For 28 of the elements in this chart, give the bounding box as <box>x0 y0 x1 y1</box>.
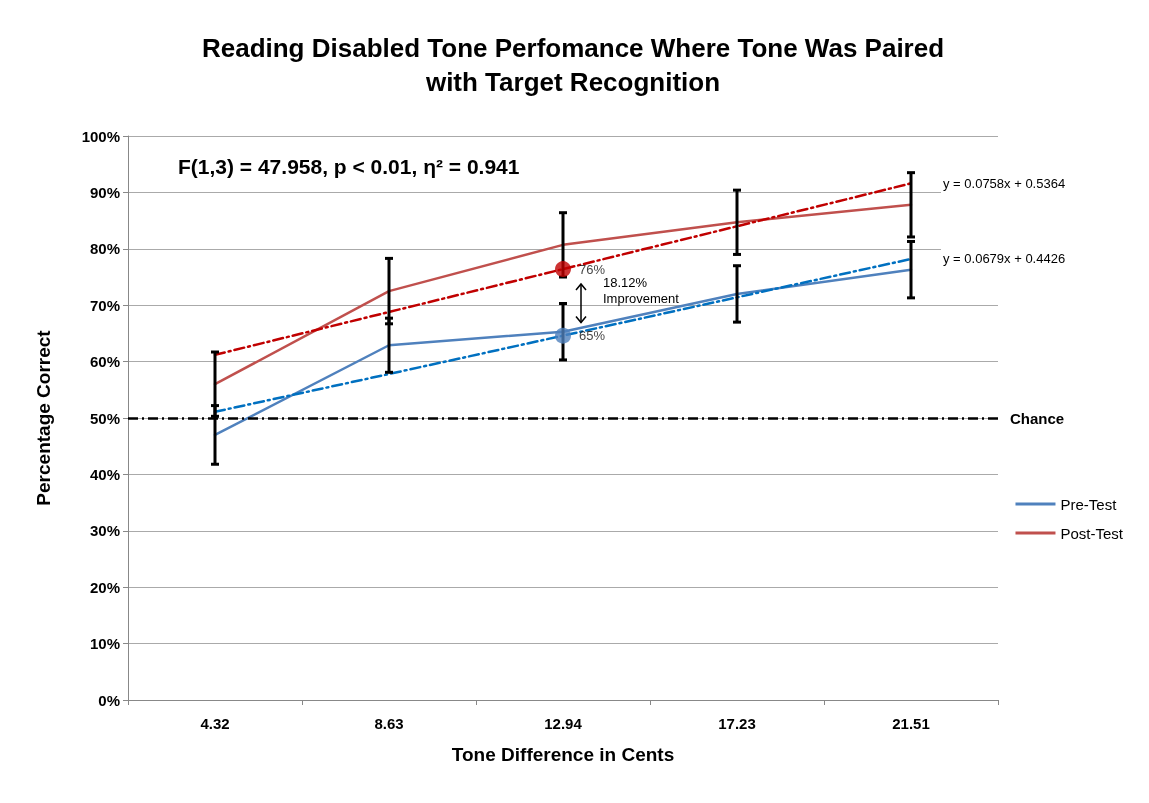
y-tick-label: 50% <box>89 409 120 427</box>
data-label: 76% <box>579 261 606 277</box>
x-tick-label: 17.23 <box>718 715 756 732</box>
x-tick-label: 8.63 <box>374 715 404 732</box>
x-axis-title: Tone Difference in Cents <box>451 744 675 765</box>
x-tick-label: 12.94 <box>544 715 583 732</box>
y-tick-label: 60% <box>89 353 120 371</box>
legend-label: Pre-Test <box>1060 495 1118 513</box>
annotation: y = 0.0679x + 0.4426 <box>943 251 1066 267</box>
y-axis-title: Percentage Correct <box>33 329 54 506</box>
x-tick-label: 4.32 <box>200 715 230 732</box>
y-tick-label: 80% <box>89 240 120 258</box>
y-tick-label: 90% <box>89 183 120 201</box>
y-tick-label: 40% <box>89 465 120 483</box>
y-tick-label: 0% <box>98 691 120 709</box>
y-tick-label: 30% <box>89 522 120 540</box>
annotation: y = 0.0758x + 0.5364 <box>943 175 1066 191</box>
y-tick-label: 70% <box>89 296 120 314</box>
chart-title: Reading Disabled Tone Perfomance Where Tone Was Paired with Target Recognition <box>201 33 945 97</box>
y-tick-label: 100% <box>81 127 120 145</box>
legend-label: Post-Test <box>1060 524 1124 542</box>
annotation: 18.12% Improvement <box>603 274 680 306</box>
data-label: 65% <box>579 328 606 344</box>
ref-line-label: Chance <box>1010 409 1065 427</box>
y-tick-label: 20% <box>89 578 120 596</box>
x-tick-label: 21.51 <box>892 715 930 732</box>
y-tick-label: 10% <box>89 635 120 653</box>
annotation: F(1,3) = 47.958, p < 0.01, η² = 0.941 <box>178 155 520 178</box>
